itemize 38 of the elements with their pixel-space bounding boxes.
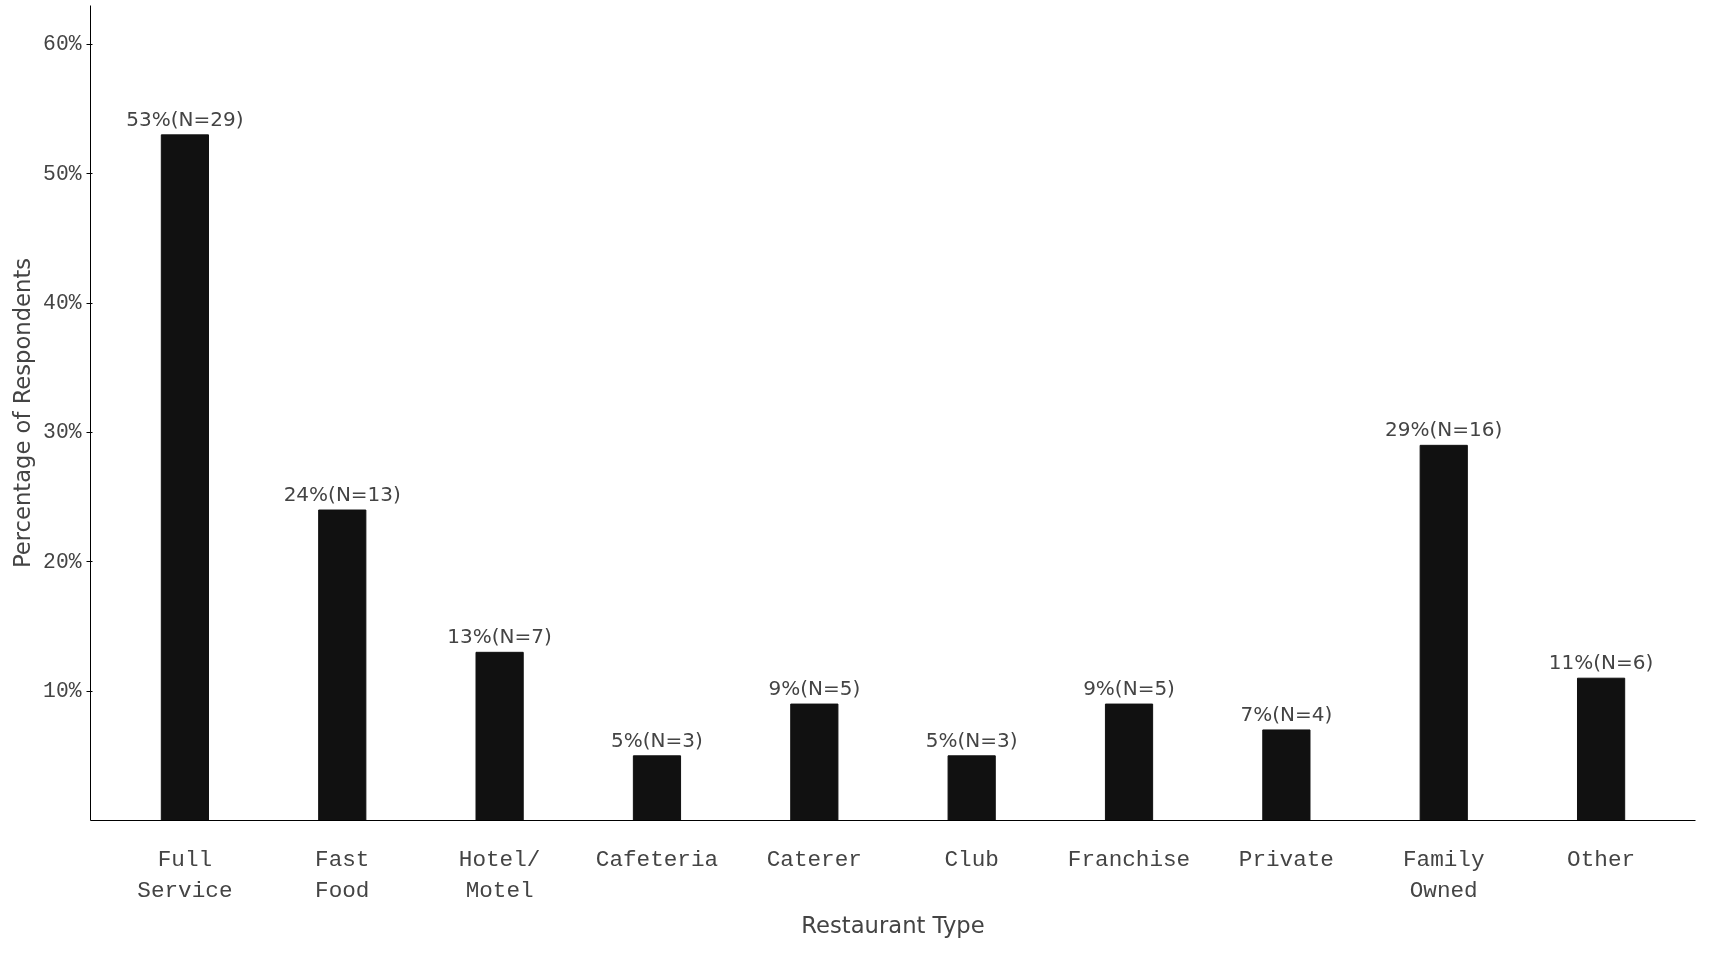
y-tick-label: 50% bbox=[43, 161, 82, 186]
bar bbox=[1576, 677, 1626, 821]
bar bbox=[790, 703, 839, 821]
x-tick-label: Caterer bbox=[766, 846, 862, 873]
data-label: 5%(N=3) bbox=[611, 727, 703, 752]
bar bbox=[632, 755, 682, 821]
bar bbox=[1104, 703, 1154, 821]
x-tick-label: Franchise bbox=[1067, 846, 1191, 873]
bar bbox=[1262, 729, 1311, 821]
x-tick-label: Fast Food bbox=[315, 846, 370, 904]
bar bbox=[160, 134, 210, 821]
y-tick-label: 30% bbox=[43, 420, 82, 445]
y-tick-label: 20% bbox=[43, 549, 82, 574]
data-label: 7%(N=4) bbox=[1240, 701, 1333, 726]
bar bbox=[1419, 444, 1468, 821]
data-label: 9%(N=5) bbox=[768, 676, 861, 701]
y-tick-label: 40% bbox=[43, 291, 82, 316]
data-label: 11%(N=6) bbox=[1548, 650, 1654, 675]
bar bbox=[947, 755, 996, 821]
x-tick-label: Family Owned bbox=[1402, 846, 1485, 904]
x-axis-title: Restaurant Type bbox=[801, 911, 985, 938]
data-label: 53%(N=29) bbox=[126, 106, 244, 131]
bar bbox=[318, 509, 367, 821]
x-tick-label: Other bbox=[1567, 846, 1636, 873]
x-tick-label: Full Service bbox=[137, 846, 233, 904]
x-tick-label: Cafeteria bbox=[595, 846, 719, 873]
bar bbox=[475, 651, 524, 821]
x-tick-label: Club bbox=[944, 846, 999, 873]
y-tick-label: 60% bbox=[43, 32, 82, 57]
data-label: 29%(N=16) bbox=[1385, 417, 1503, 442]
data-label: 5%(N=3) bbox=[925, 727, 1018, 752]
data-label: 13%(N=7) bbox=[447, 624, 552, 649]
y-tick-label: 10% bbox=[43, 679, 82, 704]
data-label: 24%(N=13) bbox=[283, 482, 401, 507]
y-axis-title: Percentage of Respondents bbox=[9, 257, 36, 569]
x-tick-label: Hotel/ Motel bbox=[458, 846, 541, 904]
x-tick-label: Private bbox=[1238, 846, 1334, 873]
data-label: 9%(N=5) bbox=[1083, 676, 1175, 701]
